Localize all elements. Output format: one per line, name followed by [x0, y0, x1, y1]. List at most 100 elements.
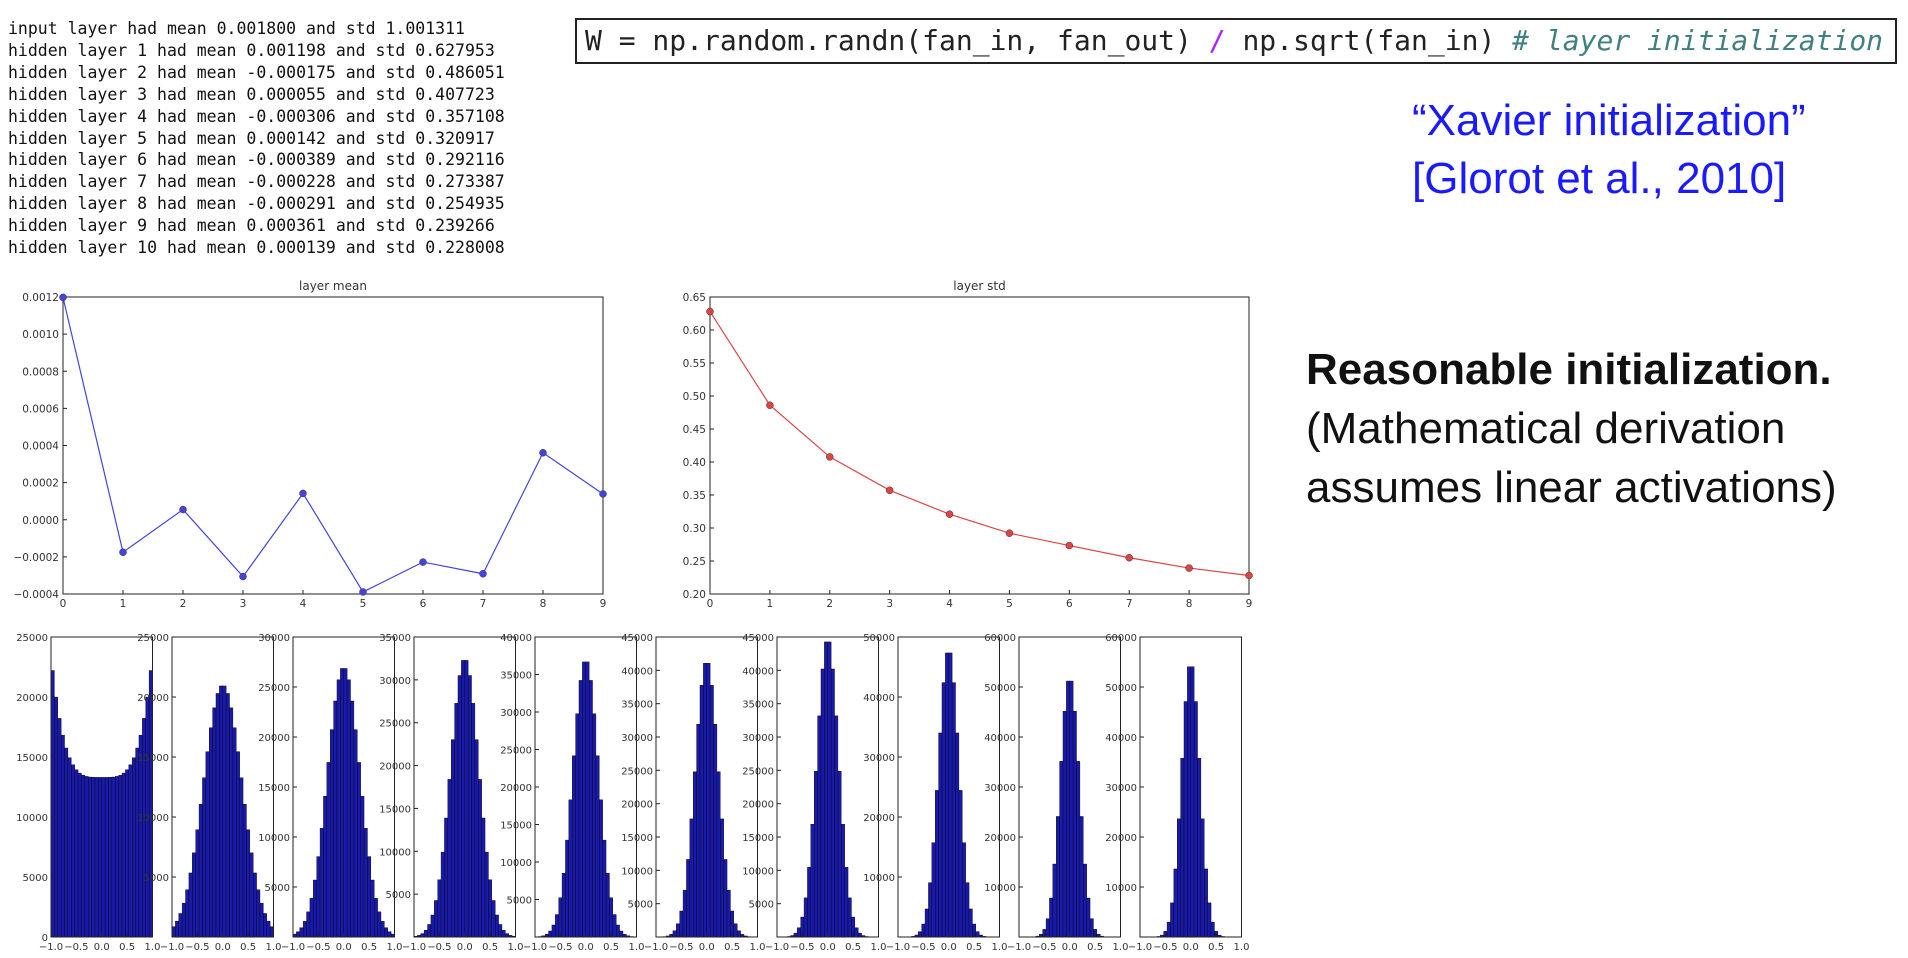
hist-1-bar [135, 747, 140, 938]
hist-5-ytick-label: 35000 [500, 671, 532, 682]
initialization-note: Reasonable initialization. (Mathematical… [1306, 340, 1837, 517]
mean-chart-frame [62, 296, 604, 595]
hist-4-bar [495, 914, 499, 938]
hist-4-bar [437, 879, 442, 938]
hist-2-xtick-label: 0.0 [215, 942, 231, 953]
hist-3-bar [319, 828, 324, 938]
hist-5-bar [565, 839, 570, 938]
hist-7-xtick-label: −1.0 [765, 942, 789, 953]
std-chart-ytick-label: 0.40 [683, 457, 706, 469]
console-line: hidden layer 1 had mean 0.001198 and std… [8, 40, 495, 60]
hist-3-bar [346, 679, 351, 938]
console-line: hidden layer 2 had mean -0.000175 and st… [8, 62, 505, 82]
hist-1-bar [101, 777, 106, 938]
hist-9-xtick-label: −1.0 [1007, 942, 1031, 953]
mean-chart-ytick-label: −0.0004 [13, 589, 59, 601]
hist-2-xtick-label: 0.5 [240, 942, 256, 953]
hist-8-xtick-label: −0.5 [911, 942, 935, 953]
hist-5-bar [568, 799, 573, 938]
hist-2-bar [222, 685, 227, 938]
hist-4-xtick-label: 0.5 [482, 942, 498, 953]
hist-8-ytick-label: 20000 [863, 813, 895, 824]
hist-4-bar [488, 879, 493, 938]
hist-5-ytick-label: 5000 [507, 896, 532, 907]
hist-2-ytick-label: 15000 [137, 753, 169, 764]
hist-5-bar [612, 914, 617, 938]
mean-chart-xtick-label: 9 [600, 598, 607, 610]
hist-3-ytick-label: 30000 [258, 633, 290, 644]
hist-1-bar [131, 757, 136, 938]
std-chart-xtick-label: 0 [707, 598, 714, 610]
hist-3-bar [333, 700, 338, 938]
hist-5-bar [551, 924, 556, 938]
hist-3-ytick-label: 10000 [258, 833, 290, 844]
hist-2-bar [205, 751, 210, 938]
hist-3-bar [323, 796, 328, 938]
hist-9-xtick-label: 0.5 [1087, 942, 1103, 953]
hist-7-bar [793, 932, 798, 938]
hist-4-ytick-label: 20000 [379, 762, 411, 773]
hist-2-bar [178, 913, 183, 938]
hist-5-xtick-label: 1.0 [629, 942, 645, 953]
hist-8-xtick-label: 1.0 [992, 942, 1008, 953]
hist-6-bar [689, 818, 694, 938]
hist-1-bar [118, 774, 123, 938]
hist-3-xtick-label: −0.5 [306, 942, 330, 953]
hist-10-bar [1193, 701, 1198, 938]
hist-6-bar [682, 889, 687, 938]
hist-1-bar [115, 776, 119, 938]
mean-chart-ytick-label: 0.0008 [22, 366, 59, 378]
hist-1-ytick-label: 5000 [23, 873, 48, 884]
mean-chart-point [539, 448, 547, 457]
hist-6-bar [723, 859, 728, 938]
hist-5-ytick-label: 30000 [500, 708, 532, 719]
hist-7-ytick-label: 20000 [742, 800, 774, 811]
hist-9-bar [1059, 761, 1064, 938]
hist-7-bar [803, 897, 808, 938]
hist-10-bar [1207, 902, 1212, 938]
console-output: input layer had mean 0.001800 and std 1.… [8, 18, 505, 259]
hist-1-ytick-label: 15000 [16, 753, 48, 764]
hist-2-bar [269, 926, 274, 938]
hist-10-ytick-label: 20000 [1105, 833, 1137, 844]
std-chart-frame [709, 296, 1250, 595]
mean-chart-point [179, 505, 187, 514]
hist-5-bar [585, 661, 590, 938]
hist-6-bar [696, 724, 701, 938]
hist-7-xtick-label: −0.5 [790, 942, 814, 953]
hist-7-ytick-label: 25000 [742, 766, 774, 777]
hist-10-bar [1170, 902, 1175, 938]
hist-10-ytick-label: 50000 [1105, 683, 1137, 694]
hist-3-bar [363, 828, 368, 938]
hist-7-bar [797, 927, 801, 938]
hist-8-xtick-label: 0.5 [966, 942, 982, 953]
hist-3-xtick-label: −1.0 [281, 942, 305, 953]
hist-5-bar [572, 755, 576, 938]
hist-10-bar [1210, 921, 1215, 938]
hist-4-xtick-label: −1.0 [402, 942, 426, 953]
hist-2-bar [256, 889, 261, 938]
std-chart-ytick-label: 0.45 [683, 424, 706, 436]
hist-1-xtick-label: 0.0 [94, 942, 110, 953]
hist-2-bar [215, 693, 220, 938]
hist-8-bar [955, 732, 960, 938]
hist-4-bar [457, 675, 462, 938]
hist-2-xtick-label: −1.0 [160, 942, 184, 953]
hist-2-bar [246, 829, 251, 938]
hist-7-bar [830, 668, 835, 938]
hist-6-bar [672, 930, 677, 938]
hist-8-xtick-label: −1.0 [886, 942, 910, 953]
hist-6-xtick-label: −0.5 [669, 942, 693, 953]
hist-2-bar [239, 777, 244, 938]
hist-6-ytick-label: 25000 [621, 766, 653, 777]
hist-2-bar [232, 727, 237, 938]
hist-7-bar [847, 897, 852, 938]
hist-3-bar [343, 668, 348, 938]
hist-6-bar [733, 923, 738, 938]
mean-chart-ytick-label: 0.0000 [22, 515, 59, 527]
hist-9-bar [1079, 816, 1084, 938]
hist-9-bar [1056, 816, 1060, 938]
std-chart-point [1065, 541, 1074, 550]
hist-10-bar [1177, 818, 1181, 938]
